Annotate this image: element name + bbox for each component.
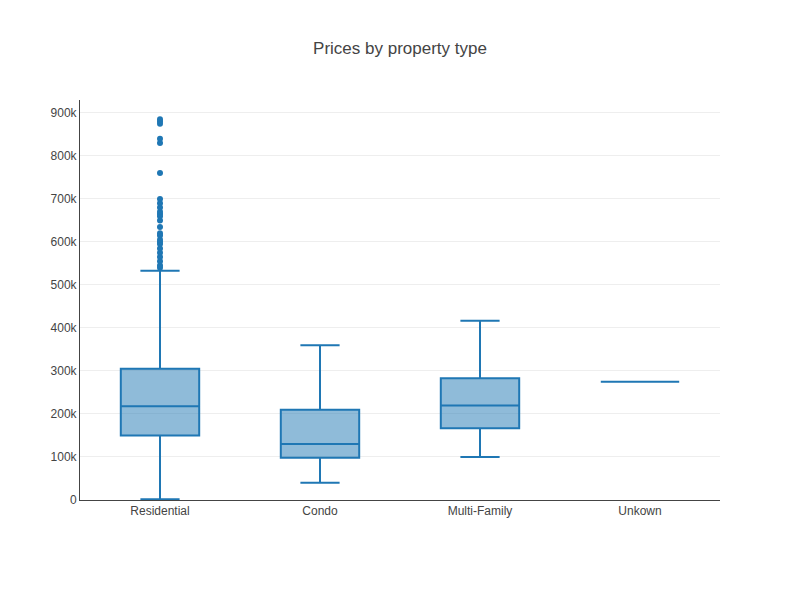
svg-text:800k: 800k [51, 149, 78, 163]
svg-text:600k: 600k [51, 235, 78, 249]
svg-text:700k: 700k [51, 192, 78, 206]
svg-text:900k: 900k [51, 106, 78, 120]
svg-text:200k: 200k [51, 407, 78, 421]
svg-text:100k: 100k [51, 450, 78, 464]
svg-text:300k: 300k [51, 364, 78, 378]
svg-text:0: 0 [70, 493, 77, 507]
svg-text:400k: 400k [51, 321, 78, 335]
svg-text:Unkown: Unkown [618, 504, 661, 518]
svg-text:Multi-Family: Multi-Family [448, 504, 513, 518]
svg-text:Residential: Residential [130, 504, 189, 518]
svg-text:Condo: Condo [302, 504, 338, 518]
svg-text:500k: 500k [51, 278, 78, 292]
svg-text:Prices by property type: Prices by property type [313, 39, 487, 58]
